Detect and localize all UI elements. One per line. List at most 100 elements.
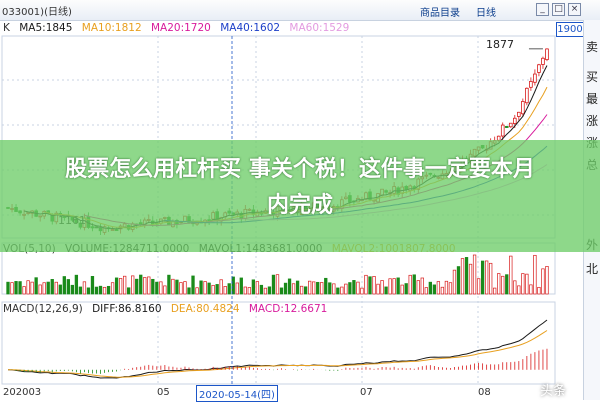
volume-bar bbox=[46, 281, 50, 295]
volume-bar bbox=[444, 280, 449, 295]
legend-macd: MACD:12.6671 bbox=[248, 303, 328, 315]
volume-bar bbox=[163, 285, 167, 295]
cursor-date: 2020-05-14(四) bbox=[196, 385, 278, 402]
volume-bar bbox=[291, 283, 296, 295]
volume-bar bbox=[380, 280, 384, 295]
volume-bar bbox=[364, 274, 368, 295]
x-label-08: 08 bbox=[478, 387, 491, 398]
volume-bar bbox=[388, 278, 392, 295]
volume-bar bbox=[464, 257, 469, 295]
volume-bar bbox=[231, 276, 235, 295]
volume-bar bbox=[436, 281, 441, 295]
volume-bar bbox=[167, 274, 171, 295]
volume-bar bbox=[472, 254, 477, 295]
volume-bar bbox=[235, 282, 239, 295]
volume-bar bbox=[183, 281, 187, 295]
volume-bar bbox=[251, 279, 256, 295]
volume-bar bbox=[312, 281, 316, 295]
volume-bar bbox=[66, 279, 70, 295]
side-label-latest: 最 bbox=[586, 92, 599, 106]
candle-body bbox=[525, 87, 529, 104]
volume-bar bbox=[368, 276, 372, 295]
volume-bar bbox=[255, 281, 260, 295]
volume-bar bbox=[215, 284, 219, 295]
volume-bar bbox=[86, 287, 91, 295]
volume-bar bbox=[440, 286, 445, 295]
volume-bar bbox=[94, 286, 99, 295]
volume-bar bbox=[62, 276, 66, 295]
volume-bar bbox=[404, 283, 408, 295]
volume-bar bbox=[505, 274, 509, 295]
volume-bar bbox=[400, 284, 404, 295]
stock-code: 033001)(日线) bbox=[2, 7, 72, 18]
macd-legend: MACD(12,26,9) DIFF:86.8160 DEA:80.4824 M… bbox=[3, 303, 333, 315]
side-label-sell[interactable]: 卖 bbox=[586, 40, 599, 54]
volume-bar bbox=[336, 287, 340, 295]
volume-bar bbox=[179, 282, 183, 295]
volume-bar bbox=[171, 278, 175, 295]
volume-bar bbox=[70, 284, 75, 295]
volume-bar bbox=[484, 260, 489, 295]
x-label-05: 05 bbox=[157, 387, 170, 398]
candle-body bbox=[545, 48, 549, 60]
volume-bar bbox=[392, 278, 396, 295]
volume-bar bbox=[356, 281, 360, 295]
volume-bar bbox=[30, 281, 34, 295]
volume-bar bbox=[320, 282, 324, 295]
volume-bar bbox=[90, 276, 95, 295]
volume-bar bbox=[139, 274, 143, 295]
volume-bar bbox=[521, 273, 525, 295]
maximize-icon[interactable]: □ bbox=[552, 3, 565, 16]
volume-bar bbox=[191, 275, 195, 295]
candle-body bbox=[500, 124, 505, 137]
legend-ma60: MA60:1529 bbox=[289, 22, 350, 34]
candle-body bbox=[541, 57, 545, 65]
volume-bar bbox=[131, 275, 135, 295]
volume-bar bbox=[295, 280, 300, 295]
volume-bar bbox=[271, 274, 276, 295]
legend-dea: DEA:80.4824 bbox=[170, 303, 240, 315]
high-annotation: 1877 bbox=[486, 38, 514, 51]
banner-headline[interactable]: 股票怎么用杠杆买 事关个税！这件事一定要本月 内完成 bbox=[0, 152, 600, 224]
minimize-icon[interactable]: _ bbox=[536, 3, 549, 16]
volume-bar bbox=[38, 284, 42, 295]
volume-bar bbox=[263, 287, 268, 295]
legend-ma10: MA10:1812 bbox=[81, 22, 142, 34]
volume-bar bbox=[348, 282, 352, 295]
volume-bar bbox=[199, 280, 203, 295]
volume-bar bbox=[102, 286, 107, 295]
candle-body bbox=[513, 117, 517, 124]
menu-catalog[interactable]: 商品目录 bbox=[420, 8, 460, 19]
volume-bar bbox=[227, 283, 231, 295]
volume-bar bbox=[110, 282, 115, 295]
side-label-buy[interactable]: 买 bbox=[586, 70, 599, 84]
close-icon[interactable]: × bbox=[568, 3, 581, 16]
candle-body bbox=[504, 126, 509, 128]
volume-bar bbox=[396, 277, 400, 295]
volume-bar bbox=[195, 287, 199, 295]
volume-bar bbox=[18, 281, 22, 295]
volume-bar bbox=[428, 281, 432, 295]
legend-ma5: MA5:1845 bbox=[19, 22, 73, 34]
volume-bar bbox=[98, 285, 103, 295]
volume-bar bbox=[432, 284, 437, 295]
menu-daily[interactable]: 日线 bbox=[476, 8, 496, 19]
price-box: 1900 bbox=[556, 22, 584, 37]
volume-bar bbox=[203, 281, 207, 295]
volume-bar bbox=[122, 275, 127, 295]
volume-bar bbox=[82, 281, 87, 295]
legend-prefix: K bbox=[3, 22, 10, 34]
volume-bar bbox=[259, 284, 264, 295]
volume-bar bbox=[187, 287, 191, 295]
panel-frame-2 bbox=[1, 301, 556, 385]
ma-legend: K MA5:1845 MA10:1812 MA20:1720 MA40:1602… bbox=[3, 22, 355, 34]
volume-bar bbox=[42, 282, 46, 295]
banner-line-1: 股票怎么用杠杆买 事关个税！这件事一定要本月 bbox=[65, 157, 535, 182]
candle-body bbox=[537, 64, 541, 73]
volume-bar bbox=[22, 286, 26, 295]
volume-bar bbox=[424, 287, 428, 295]
x-label-202003: 202003 bbox=[3, 387, 42, 398]
legend-ma40: MA40:1602 bbox=[220, 22, 281, 34]
volume-bar bbox=[279, 287, 284, 295]
side-label-change: 涨 bbox=[586, 114, 599, 128]
